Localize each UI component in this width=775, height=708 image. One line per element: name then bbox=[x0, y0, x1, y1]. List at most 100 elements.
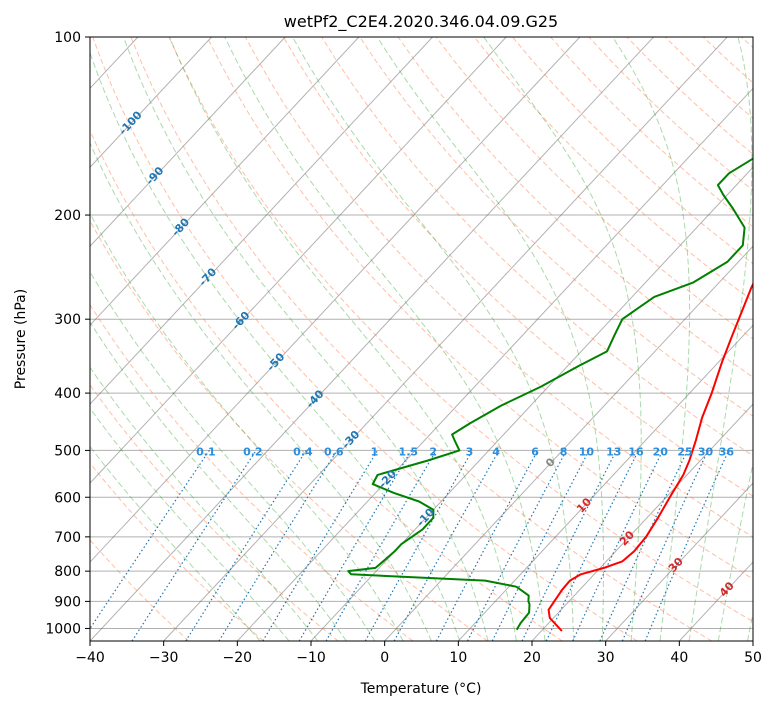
y-tick-label: 500 bbox=[54, 443, 81, 459]
mixing-ratio-label: 36 bbox=[719, 446, 735, 459]
y-tick-label: 300 bbox=[54, 312, 81, 328]
dry-adiabat-line bbox=[130, 37, 712, 641]
dry-adiabat-line bbox=[550, 37, 753, 228]
isotherm-line bbox=[678, 561, 753, 641]
mixing-ratio-label: 0.6 bbox=[324, 446, 344, 459]
mixing-ratio-line bbox=[521, 450, 617, 641]
x-tick-label: 0 bbox=[380, 650, 389, 666]
mixing-ratio-line bbox=[491, 450, 590, 641]
x-tick-label: 40 bbox=[670, 650, 688, 666]
x-tick-label: −30 bbox=[149, 650, 179, 666]
moist-adiabat-line bbox=[90, 407, 290, 641]
moist-adiabat-line bbox=[688, 37, 753, 641]
temperature-profile-line bbox=[547, 281, 753, 632]
mixing-ratio-label: 30 bbox=[698, 446, 714, 459]
x-tick-label: −40 bbox=[75, 650, 105, 666]
moist-adiabat-line bbox=[376, 37, 604, 641]
isotherm-line bbox=[90, 37, 654, 641]
dry-adiabat-line bbox=[244, 37, 753, 538]
moist-adiabat-line bbox=[612, 37, 691, 641]
y-tick-label: 100 bbox=[54, 30, 81, 46]
mixing-ratio-label: 0.2 bbox=[243, 446, 263, 459]
mixing-ratio-line bbox=[393, 450, 500, 641]
mixing-ratio-label: 25 bbox=[677, 446, 692, 459]
dry-adiabat-line bbox=[702, 37, 753, 84]
x-tick-label: 10 bbox=[449, 650, 467, 666]
isotherm-line bbox=[457, 324, 753, 641]
moist-adiabat-line bbox=[90, 321, 347, 641]
y-tick-label: 1000 bbox=[45, 621, 81, 637]
y-tick-label: 900 bbox=[54, 594, 81, 610]
mixing-ratio-line bbox=[90, 450, 210, 630]
dry-adiabat-line bbox=[283, 37, 753, 497]
mixing-ratio-label: 1 bbox=[371, 446, 379, 459]
mixing-ratio-line bbox=[262, 450, 379, 641]
dry-adiabat-line bbox=[90, 219, 488, 641]
mixing-ratio-line bbox=[364, 450, 473, 641]
mixing-ratio-label: 0.1 bbox=[196, 446, 216, 459]
moist-adiabat-line bbox=[717, 461, 753, 641]
isotherm-line bbox=[752, 640, 753, 641]
y-tick-label: 800 bbox=[54, 564, 81, 580]
moist-adiabat-line bbox=[168, 37, 517, 641]
mixing-ratio-label: 6 bbox=[531, 446, 539, 459]
chart-title: wetPf2_C2E4.2020.346.04.09.G25 bbox=[284, 12, 558, 32]
mixing-ratio-line bbox=[185, 450, 307, 641]
mixing-ratio-line bbox=[218, 450, 338, 641]
mixing-ratio-label: 2 bbox=[429, 446, 437, 459]
x-tick-label: 50 bbox=[744, 650, 762, 666]
moist-adiabat-line bbox=[483, 37, 642, 641]
dry-adiabat-line bbox=[397, 37, 753, 378]
y-tick-label: 200 bbox=[54, 208, 81, 224]
moist-adiabat-line bbox=[90, 445, 261, 641]
mixing-ratio-line bbox=[572, 450, 664, 641]
isotherm-line bbox=[90, 37, 360, 326]
x-tick-label: −20 bbox=[223, 650, 253, 666]
axes: −40 −30 −20 −10 0 10 20 30 40 5010020030040050060… bbox=[45, 30, 762, 666]
dry-adiabat-line bbox=[90, 539, 190, 641]
isotherm-line bbox=[0, 37, 64, 641]
mixing-ratio-label: 16 bbox=[628, 446, 644, 459]
moist-adiabat-line bbox=[90, 141, 432, 641]
isotherm-line bbox=[90, 37, 212, 169]
dry-adiabat-line bbox=[435, 37, 753, 340]
moist-adiabat-line bbox=[292, 37, 575, 641]
plot-frame bbox=[89, 36, 754, 642]
moist-adiabat-line bbox=[224, 37, 546, 641]
dry-adiabat-line bbox=[741, 37, 753, 49]
dry-adiabat-line bbox=[90, 303, 414, 641]
mixing-ratio-label: 10 bbox=[579, 446, 595, 459]
isotherm-line bbox=[90, 37, 507, 484]
isotherm-line bbox=[163, 37, 728, 641]
isotherm-line bbox=[531, 403, 753, 641]
dry-adiabat-line bbox=[321, 37, 753, 457]
dry-adiabat-line bbox=[90, 462, 264, 641]
x-tick-label: 30 bbox=[597, 650, 615, 666]
mixing-ratio-line bbox=[599, 450, 689, 641]
x-tick-label: −10 bbox=[296, 650, 326, 666]
mixing-ratio-label: 4 bbox=[492, 446, 500, 459]
mixing-ratio-line bbox=[621, 450, 709, 641]
y-tick-label: 600 bbox=[54, 490, 81, 506]
background-lines bbox=[0, 37, 753, 641]
isotherm-line bbox=[90, 37, 286, 247]
isotherm-line bbox=[384, 245, 753, 641]
isotherm-line bbox=[605, 482, 753, 641]
y-tick-label: 700 bbox=[54, 530, 81, 546]
moist-adiabat-line bbox=[90, 270, 376, 641]
mixing-ratio-label: 1.5 bbox=[399, 446, 419, 459]
y-axis-label: Pressure (hPa) bbox=[13, 289, 29, 389]
isotherm-line bbox=[90, 37, 581, 563]
dry-adiabat-line bbox=[168, 37, 753, 623]
dewpoint-profile-line bbox=[347, 157, 753, 631]
x-axis-label: Temperature (°C) bbox=[360, 681, 482, 697]
mixing-ratio-label: 13 bbox=[606, 446, 621, 459]
y-tick-label: 400 bbox=[54, 386, 81, 402]
dry-adiabat-line bbox=[473, 37, 753, 302]
dry-adiabat-line bbox=[359, 37, 753, 417]
isotherm-line bbox=[236, 87, 753, 641]
dry-adiabat-line bbox=[90, 129, 563, 641]
mixing-ratio-line bbox=[131, 450, 257, 641]
mixing-ratio-line bbox=[644, 450, 730, 641]
